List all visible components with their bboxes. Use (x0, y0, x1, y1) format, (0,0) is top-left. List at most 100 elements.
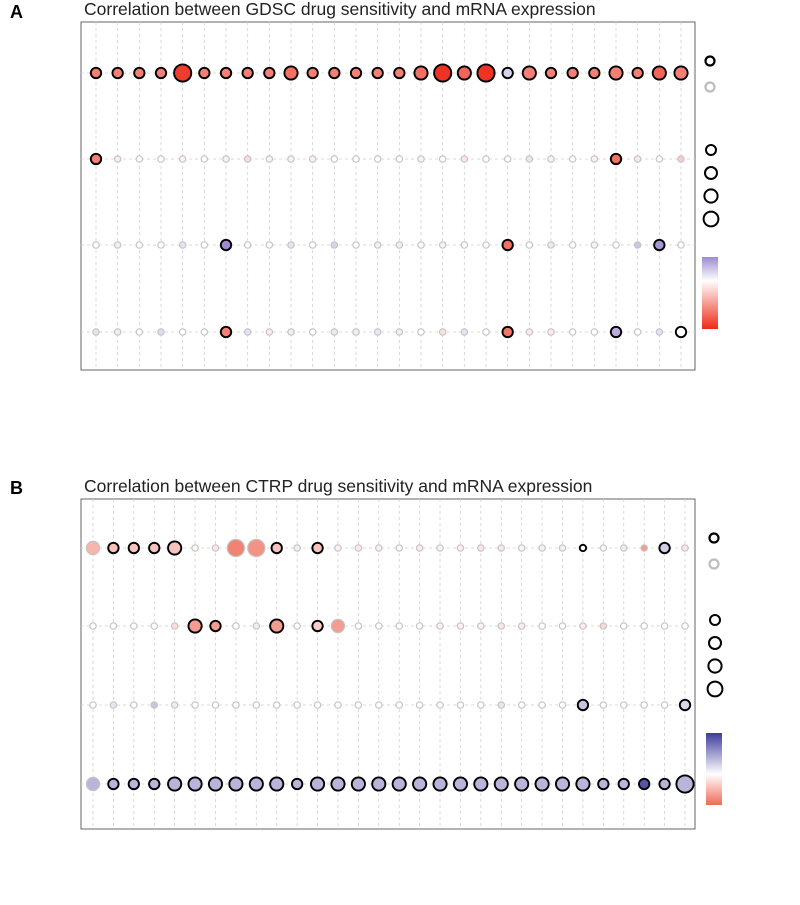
dot (617, 777, 630, 791)
dot (308, 328, 317, 336)
dot (517, 544, 526, 552)
dot (438, 155, 447, 163)
panel-a: A Correlation between GDSC drug sensitiv… (10, 0, 720, 371)
dot (243, 241, 252, 249)
dot (187, 618, 203, 634)
dot (473, 776, 489, 792)
dot (501, 66, 514, 80)
dot (438, 241, 447, 249)
dot (374, 544, 383, 552)
dot (678, 698, 692, 712)
panel-a-label: A (10, 2, 23, 22)
panel-b-label: B (10, 478, 23, 498)
dot (415, 701, 424, 709)
dot (330, 328, 339, 336)
dot (330, 241, 339, 249)
dot (92, 328, 100, 336)
dot (135, 241, 144, 249)
legend-nonsig-marker (704, 81, 716, 93)
dot (373, 241, 382, 249)
dot (460, 241, 469, 249)
dot (311, 619, 324, 633)
dot (293, 622, 301, 630)
dot (482, 155, 490, 163)
dot (477, 701, 485, 709)
dot (456, 701, 465, 709)
dot (673, 65, 689, 81)
dot (544, 66, 558, 80)
dot (660, 622, 669, 630)
dot (501, 325, 514, 339)
dot (638, 777, 651, 791)
dot (633, 328, 642, 336)
dot (631, 66, 644, 80)
dot (497, 701, 506, 709)
dot (677, 241, 685, 249)
dot (328, 66, 341, 80)
dot (373, 328, 382, 336)
dot (558, 544, 567, 552)
dot (438, 328, 447, 336)
dot (640, 622, 648, 630)
dot (287, 155, 295, 163)
dot (456, 622, 465, 630)
dot (113, 328, 122, 336)
panel-a-plot-frame (80, 21, 696, 371)
dot (148, 777, 161, 791)
dot (89, 622, 97, 630)
dot (477, 544, 485, 552)
dot (135, 155, 144, 163)
dot (371, 66, 384, 80)
dot (113, 155, 122, 163)
dot (272, 701, 281, 709)
dot (373, 155, 382, 163)
dot (460, 328, 469, 336)
dot (352, 328, 360, 336)
legend-size-marker (706, 680, 724, 698)
dot (290, 777, 304, 791)
dot (209, 619, 222, 633)
dot (170, 701, 179, 709)
dot (590, 155, 599, 163)
dot (354, 544, 363, 552)
dot (191, 544, 199, 552)
dot (417, 328, 425, 336)
dot (575, 776, 591, 792)
dot (198, 66, 211, 80)
dot (293, 544, 301, 552)
legend-nonsig-marker (708, 558, 720, 570)
dot (374, 701, 383, 709)
dot (157, 241, 165, 249)
dot (476, 63, 496, 83)
dot (558, 622, 567, 630)
dot (334, 544, 342, 552)
dot (655, 155, 664, 163)
legend-size-marker (708, 636, 722, 650)
panel-a-title: Correlation between GDSC drug sensitivit… (84, 0, 596, 19)
dot (154, 66, 168, 80)
dot (127, 541, 140, 555)
dot (568, 328, 577, 336)
dot (113, 241, 122, 249)
dot (313, 701, 322, 709)
dot (599, 544, 608, 552)
dot (547, 241, 555, 249)
dot (547, 328, 555, 336)
panel-a-gridlines (81, 22, 695, 370)
dot (252, 701, 261, 709)
dot (432, 776, 448, 792)
dot (456, 65, 472, 81)
dot (150, 701, 159, 709)
dot (395, 241, 404, 249)
dot (391, 776, 407, 792)
dot (568, 155, 577, 163)
dot (89, 66, 103, 80)
dot (640, 544, 648, 552)
dot (658, 777, 671, 791)
dot (200, 155, 209, 163)
dot (493, 776, 509, 792)
legend-sig-marker (708, 532, 720, 544)
dot (460, 155, 469, 163)
dot (681, 622, 689, 630)
dot (660, 701, 669, 709)
